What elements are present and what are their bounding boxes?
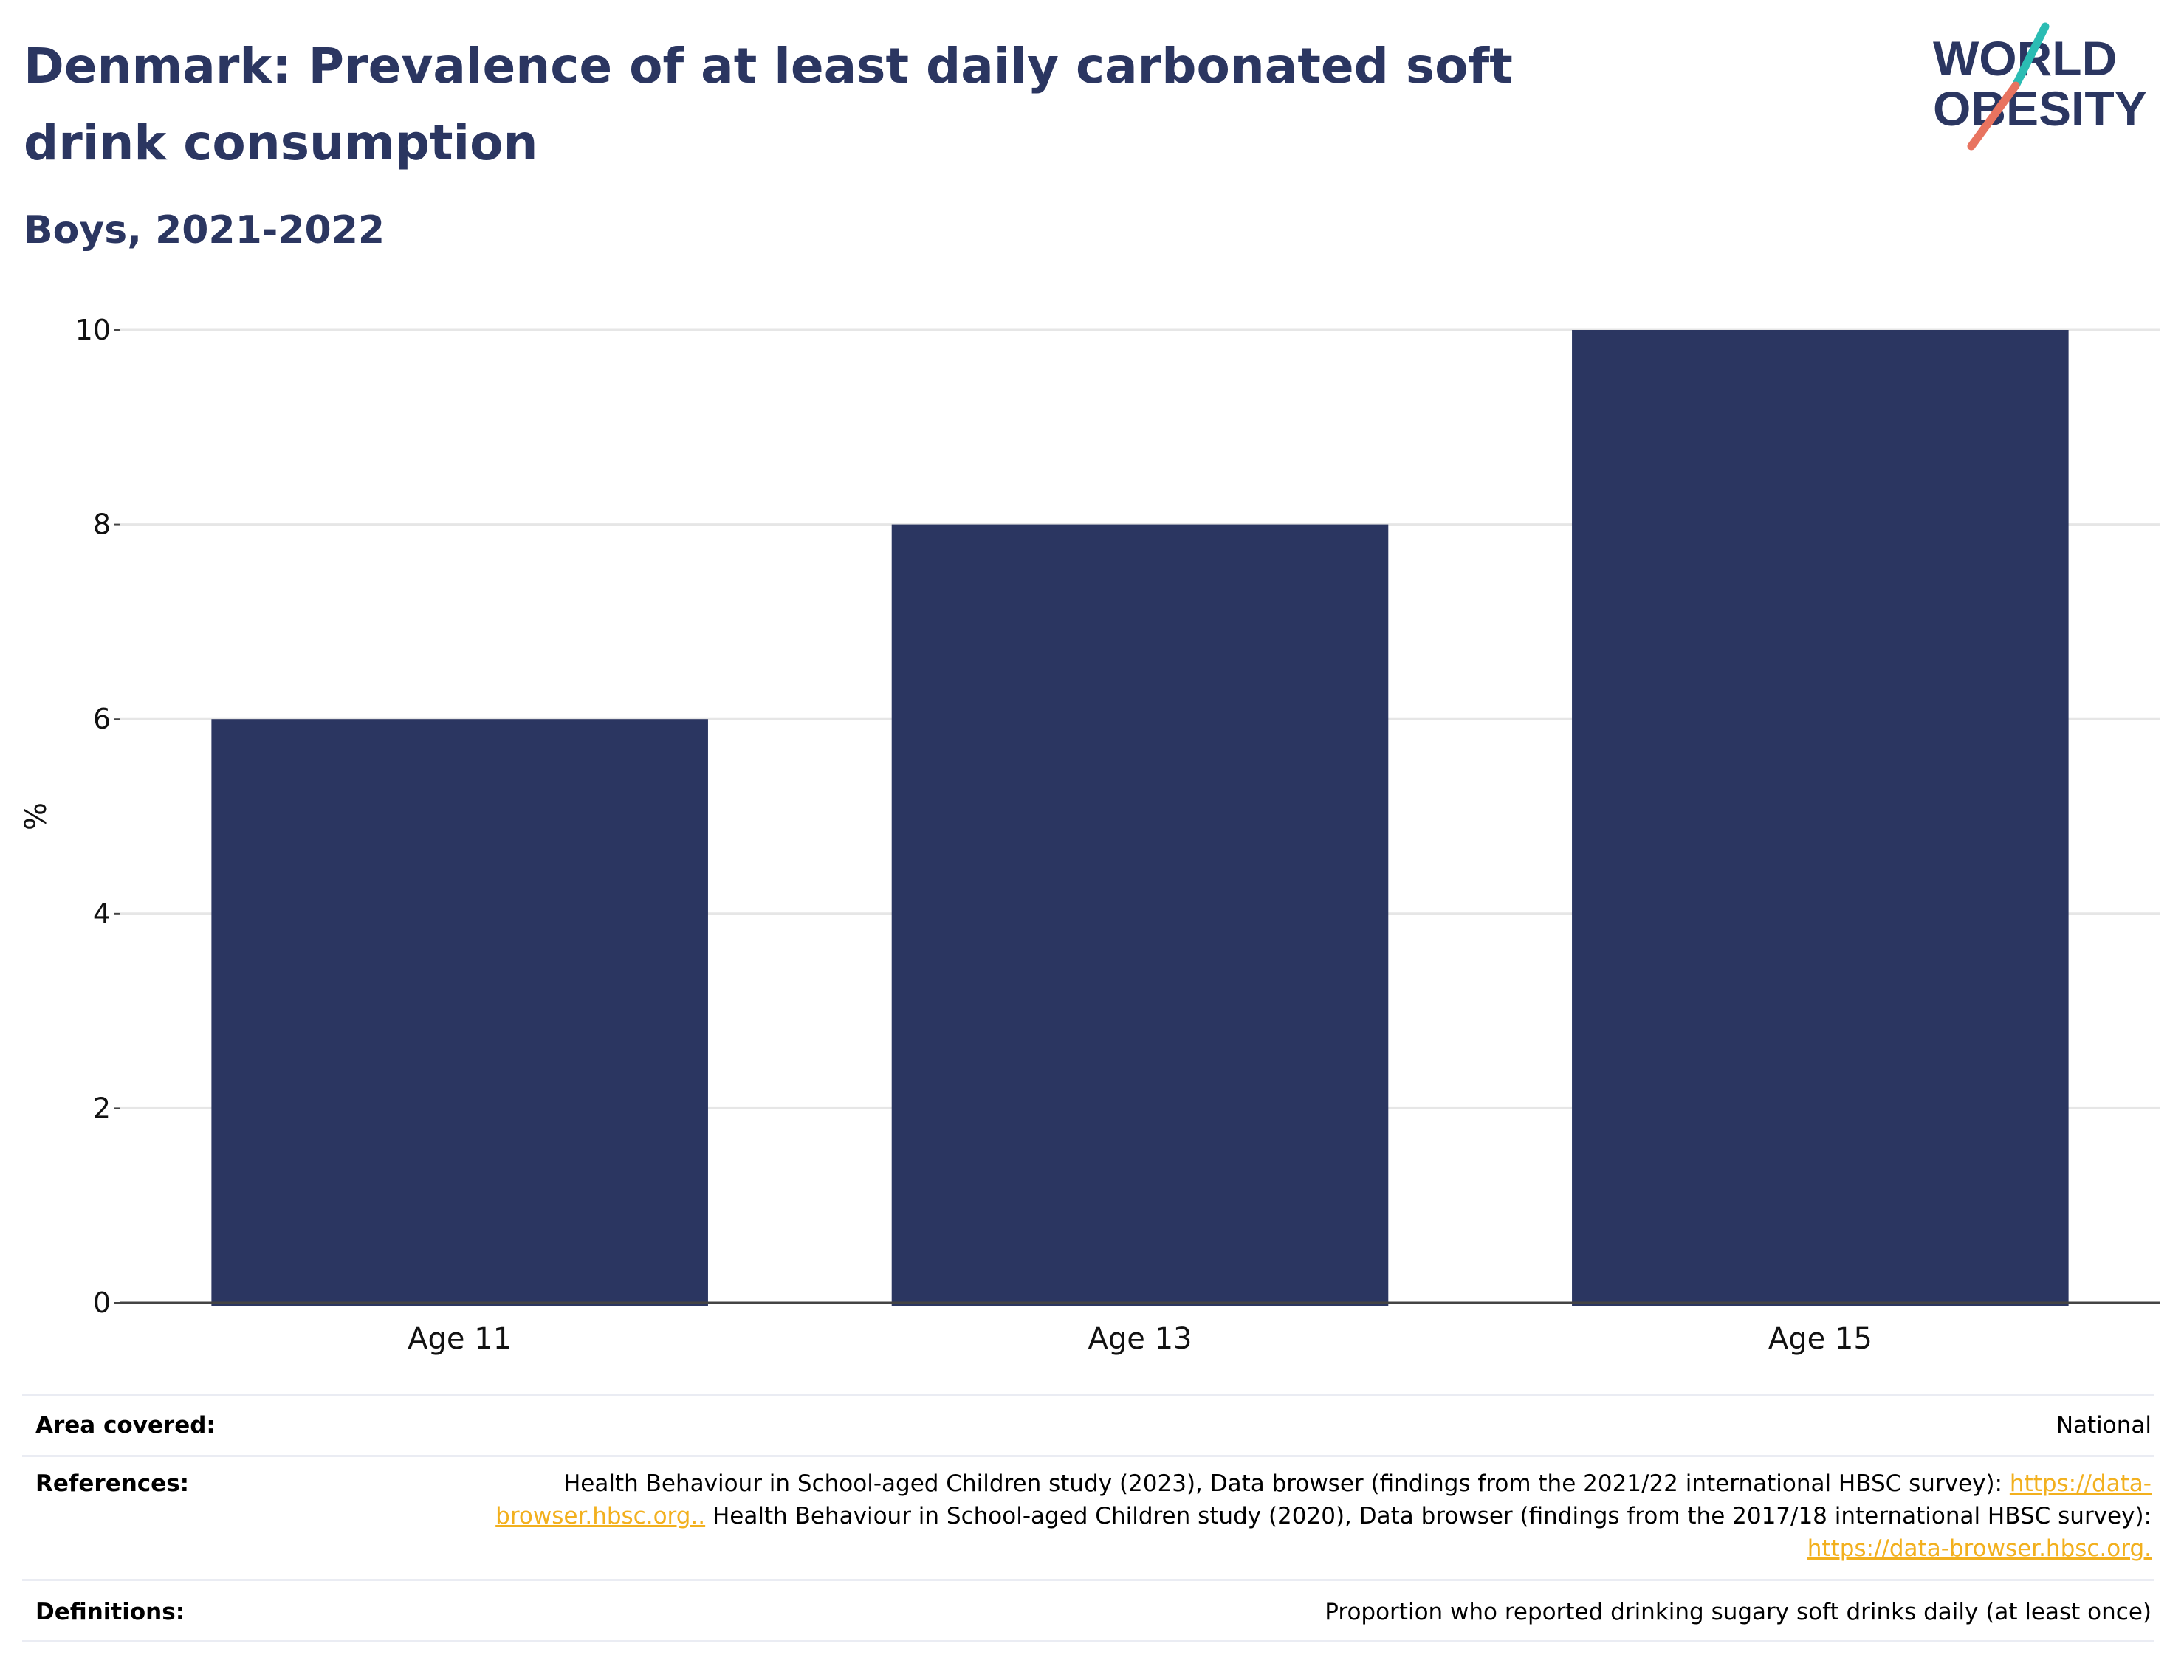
references-text-1: Health Behaviour in School-aged Children… [563,1470,2002,1497]
y-tick-label: 6 [93,703,111,735]
bar [211,719,708,1306]
y-tick-label: 8 [93,509,111,541]
chart-subtitle: Boys, 2021-2022 [24,208,385,252]
world-obesity-logo: WORLD OBESITY [1933,22,2147,151]
chart-title: Denmark: Prevalence of at least daily ca… [24,38,1513,171]
y-axis-label: % [19,802,53,830]
x-tick-label: Age 13 [1088,1322,1192,1356]
references-text-2: Health Behaviour in School-aged Children… [712,1503,2152,1529]
area-covered-value: National [2056,1412,2152,1439]
meta-row-references: References: Health Behaviour in School-a… [22,1455,2154,1579]
chart-metadata-table: Area covered: National References: Healt… [22,1394,2154,1642]
y-tick-label: 10 [75,314,111,346]
logo-text-obesity: OBESITY [1933,81,2147,136]
logo-slash-teal [2011,22,2050,90]
bar [1572,330,2069,1306]
references-value: Health Behaviour in School-aged Children… [453,1467,2154,1565]
definitions-label: Definitions: [35,1599,185,1625]
meta-row-area: Area covered: National [22,1394,2154,1455]
references-label: References: [35,1470,190,1497]
definitions-value: Proportion who reported drinking sugary … [1325,1599,2152,1625]
x-tick-label: Age 11 [408,1322,512,1356]
meta-row-definitions: Definitions: Proportion who reported dri… [22,1579,2154,1642]
references-link-1[interactable]: https://data-browser.hbsc.org.. [495,1470,2152,1529]
area-covered-label: Area covered: [35,1412,216,1439]
y-tick-label: 0 [93,1287,111,1319]
references-link-2[interactable]: https://data-browser.hbsc.org. [1807,1535,2152,1562]
logo-slash-coral [1967,81,2020,151]
bar-chart: 0 2 4 6 8 10% Age 11 Age 13 Age 15 [19,314,2160,1356]
x-tick-label: Age 15 [1768,1322,1872,1356]
y-tick-label: 2 [93,1092,111,1124]
bar [891,524,1389,1306]
y-tick-label: 4 [93,898,111,930]
